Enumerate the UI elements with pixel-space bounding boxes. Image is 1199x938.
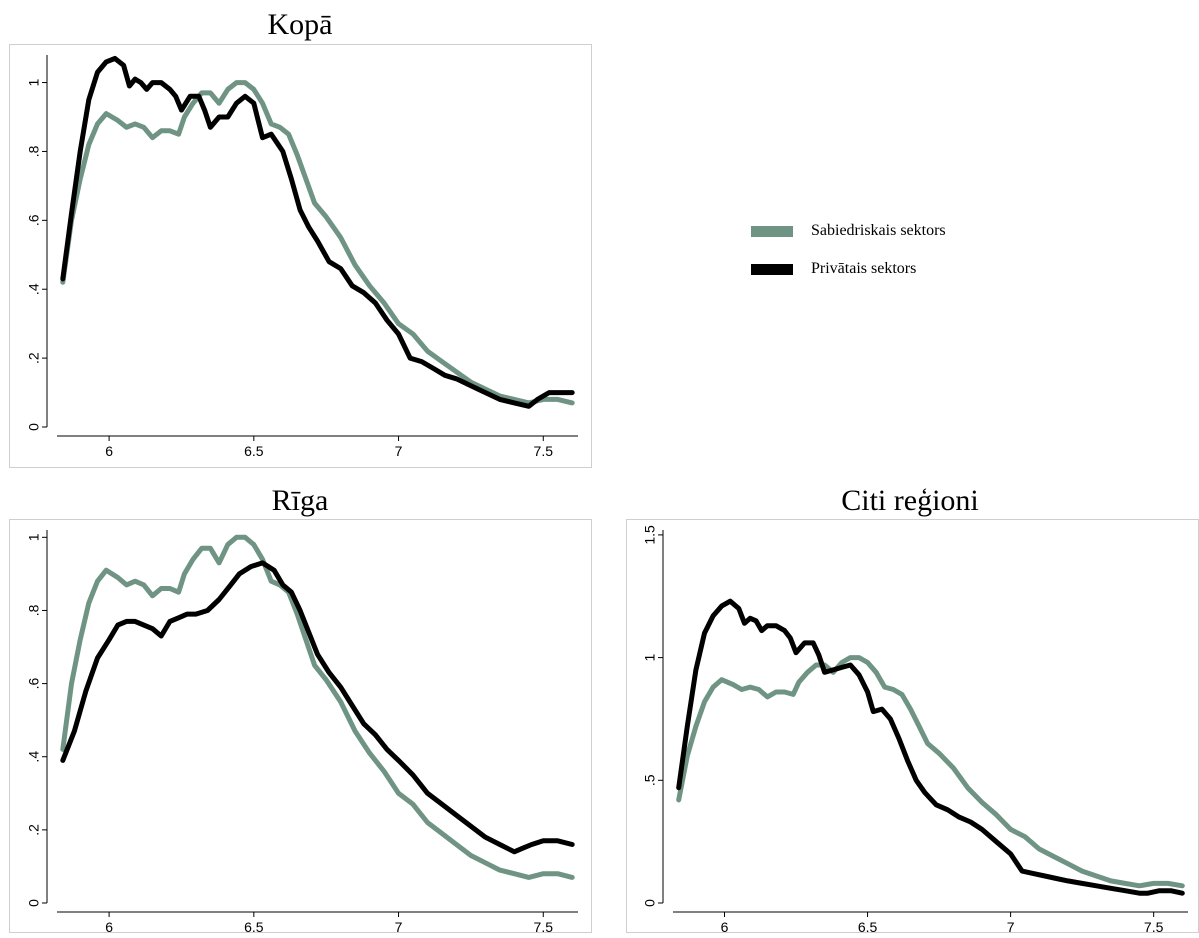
y-tick-label-kopa: .4 [26, 283, 42, 295]
series-line-public-kopa [60, 80, 575, 406]
chart-citi: 6 6.5 7 7.5 0 .5 1 1.5 [642, 525, 1188, 935]
x-tick-label-riga: 7 [395, 919, 403, 935]
y-tick-label-riga: 0 [26, 899, 42, 907]
chart-kopa: 6 6.5 7 7.5 0 .2 .4 .6 .8 1 [26, 55, 578, 459]
panel-frame-citi-regioni [626, 519, 1199, 933]
legend-swatch-private [751, 263, 793, 275]
y-tick-label-citi: 0 [642, 899, 658, 907]
legend: Sabiedriskais sektors Privātais sektors [751, 212, 946, 288]
chart-riga: 6 6.5 7 7.5 0 .2 .4 .6 .8 1 [26, 530, 578, 935]
series-line-private-kopa [60, 55, 575, 409]
panel-title-kopa: Kopā [267, 8, 333, 41]
y-tick-label-riga: .4 [26, 751, 42, 763]
legend-item-private: Privātais sektors [751, 250, 946, 288]
x-tick-label-kopa: 6 [105, 443, 113, 459]
panel-title-riga: Rīga [271, 484, 329, 517]
legend-label-public: Sabiedriskais sektors [811, 222, 946, 239]
x-tick-label-citi: 7 [1007, 919, 1015, 935]
x-tick-label-kopa: 7.5 [534, 443, 554, 459]
series-line-private-riga [60, 560, 575, 855]
x-tick-label-riga: 7.5 [534, 919, 554, 935]
x-tick-label-kopa: 6.5 [244, 443, 264, 459]
x-tick-label-citi: 6.5 [858, 919, 878, 935]
legend-label-private: Privātais sektors [811, 260, 917, 277]
y-tick-label-citi: 1.5 [642, 525, 658, 545]
y-tick-label-kopa: .6 [26, 214, 42, 226]
series-line-private-citi [676, 598, 1185, 896]
y-tick-label-kopa: 0 [26, 423, 42, 431]
y-tick-label-kopa: .8 [26, 145, 42, 157]
x-tick-label-citi: 7.5 [1144, 919, 1164, 935]
x-tick-label-riga: 6 [105, 919, 113, 935]
legend-swatch-public [751, 225, 793, 237]
x-tick-label-riga: 6.5 [244, 919, 264, 935]
y-tick-label-riga: .2 [26, 824, 42, 836]
legend-item-public: Sabiedriskais sektors [751, 212, 946, 250]
y-tick-label-riga: .6 [26, 678, 42, 690]
y-tick-label-kopa: 1 [26, 78, 42, 86]
y-tick-label-kopa: .2 [26, 352, 42, 364]
panel-frame-riga [9, 519, 592, 933]
y-tick-label-citi: 1 [642, 654, 658, 662]
series-line-public-riga [60, 534, 575, 880]
series-line-public-citi [676, 655, 1185, 889]
panel-title-citi-regioni: Citi reģioni [841, 484, 979, 517]
y-tick-label-riga: 1 [26, 533, 42, 541]
y-tick-label-citi: .5 [642, 774, 658, 786]
y-tick-label-riga: .8 [26, 604, 42, 616]
x-tick-label-citi: 6 [721, 919, 729, 935]
x-tick-label-kopa: 7 [395, 443, 403, 459]
